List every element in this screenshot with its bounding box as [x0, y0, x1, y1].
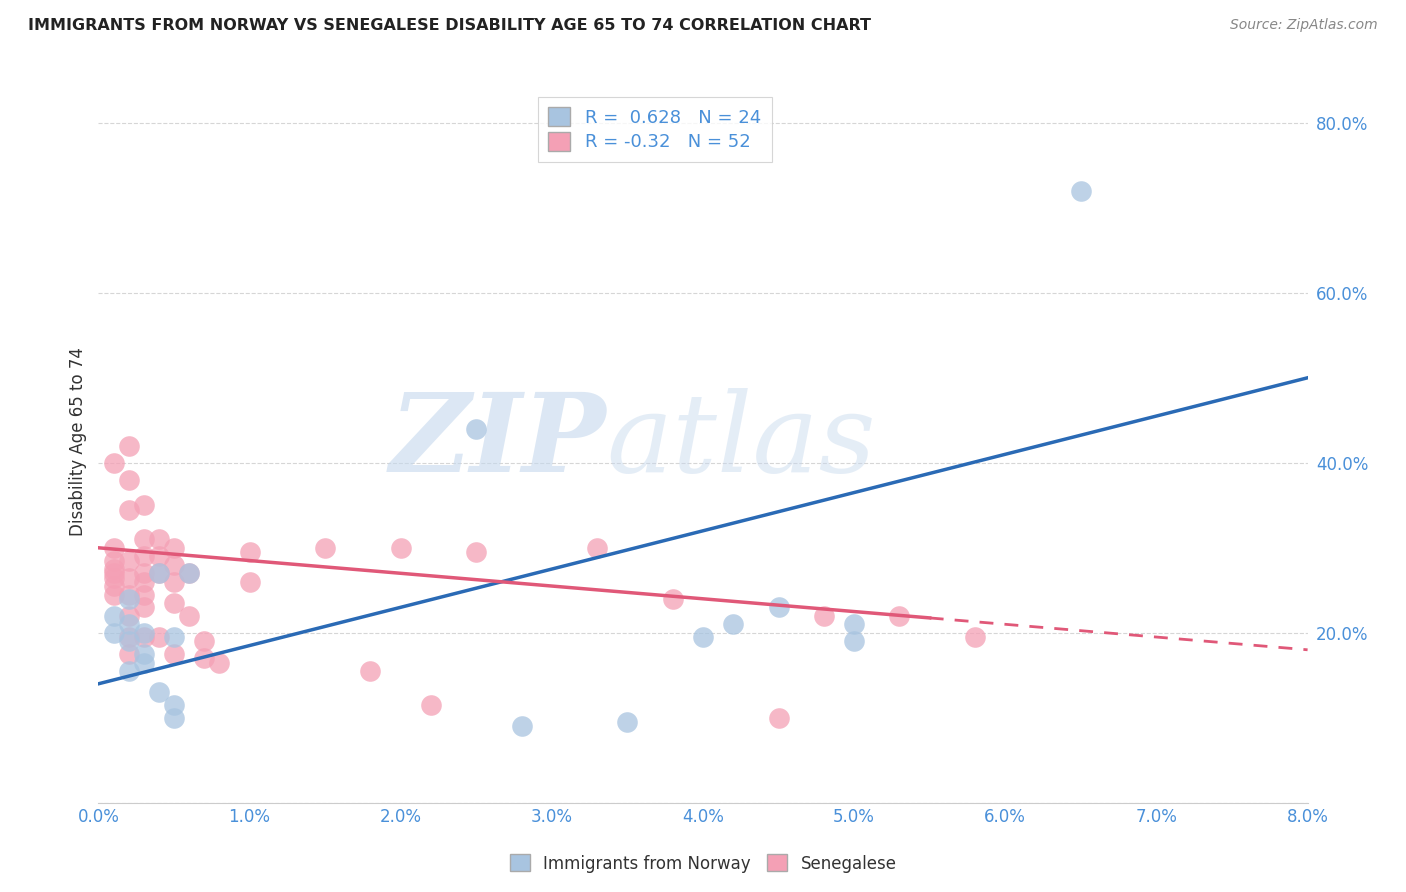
Point — [314, 541, 336, 555]
Point — [616, 714, 638, 729]
Point — [163, 711, 186, 725]
Point — [132, 600, 155, 615]
Text: IMMIGRANTS FROM NORWAY VS SENEGALESE DISABILITY AGE 65 TO 74 CORRELATION CHART: IMMIGRANTS FROM NORWAY VS SENEGALESE DIS… — [28, 18, 872, 33]
Point — [103, 562, 125, 576]
Point — [132, 566, 155, 581]
Point — [389, 541, 412, 555]
Point — [118, 588, 141, 602]
Text: Source: ZipAtlas.com: Source: ZipAtlas.com — [1230, 18, 1378, 32]
Point — [179, 566, 201, 581]
Point — [118, 617, 141, 632]
Point — [179, 608, 201, 623]
Point — [1070, 184, 1092, 198]
Point — [510, 719, 533, 733]
Point — [889, 608, 911, 623]
Point — [132, 647, 155, 661]
Point — [420, 698, 443, 712]
Point — [148, 566, 170, 581]
Text: atlas: atlas — [606, 388, 876, 495]
Text: ZIP: ZIP — [389, 388, 606, 495]
Point — [118, 439, 141, 453]
Point — [132, 656, 155, 670]
Point — [132, 574, 155, 589]
Point — [465, 545, 488, 559]
Point — [118, 647, 141, 661]
Point — [163, 647, 186, 661]
Point — [193, 634, 215, 648]
Point — [661, 591, 683, 606]
Point — [103, 588, 125, 602]
Point — [118, 630, 141, 644]
Point — [163, 558, 186, 572]
Point — [103, 570, 125, 584]
Legend: Immigrants from Norway, Senegalese: Immigrants from Norway, Senegalese — [503, 847, 903, 880]
Point — [118, 502, 141, 516]
Point — [208, 656, 231, 670]
Point — [239, 574, 262, 589]
Point — [132, 498, 155, 512]
Point — [132, 549, 155, 564]
Point — [692, 630, 714, 644]
Point — [118, 553, 141, 567]
Point — [465, 422, 488, 436]
Point — [103, 566, 125, 581]
Point — [179, 566, 201, 581]
Point — [586, 541, 609, 555]
Point — [768, 600, 790, 615]
Point — [239, 545, 262, 559]
Point — [163, 596, 186, 610]
Point — [148, 630, 170, 644]
Point — [360, 664, 382, 678]
Point — [163, 541, 186, 555]
Point — [768, 711, 790, 725]
Point — [163, 630, 186, 644]
Point — [148, 549, 170, 564]
Point — [132, 533, 155, 547]
Point — [118, 608, 141, 623]
Point — [132, 588, 155, 602]
Point — [148, 685, 170, 699]
Point — [132, 625, 155, 640]
Point — [844, 617, 866, 632]
Point — [193, 651, 215, 665]
Point — [148, 533, 170, 547]
Point — [163, 698, 186, 712]
Point — [118, 664, 141, 678]
Y-axis label: Disability Age 65 to 74: Disability Age 65 to 74 — [69, 347, 87, 536]
Point — [723, 617, 745, 632]
Point — [118, 570, 141, 584]
Point — [103, 579, 125, 593]
Point — [844, 634, 866, 648]
Point — [965, 630, 987, 644]
Point — [103, 553, 125, 567]
Legend: R =  0.628   N = 24, R = -0.32   N = 52: R = 0.628 N = 24, R = -0.32 N = 52 — [537, 96, 772, 162]
Point — [103, 456, 125, 470]
Point — [118, 591, 141, 606]
Point — [103, 608, 125, 623]
Point — [163, 574, 186, 589]
Point — [148, 566, 170, 581]
Point — [118, 634, 141, 648]
Point — [103, 541, 125, 555]
Point — [813, 608, 835, 623]
Point — [103, 625, 125, 640]
Point — [118, 473, 141, 487]
Point — [132, 630, 155, 644]
